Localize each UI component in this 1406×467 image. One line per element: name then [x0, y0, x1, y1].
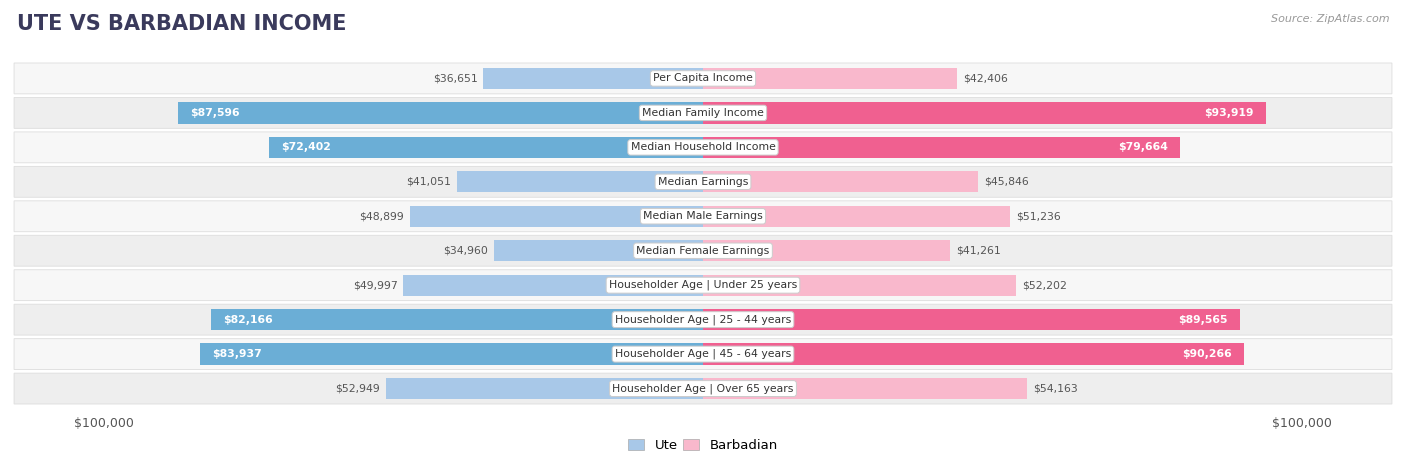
Text: $89,565: $89,565 — [1178, 315, 1227, 325]
Text: $90,266: $90,266 — [1182, 349, 1232, 359]
Bar — [703, 240, 950, 262]
FancyBboxPatch shape — [14, 98, 1392, 128]
Text: Median Male Earnings: Median Male Earnings — [643, 211, 763, 221]
Bar — [703, 137, 1180, 158]
Bar — [703, 171, 977, 192]
Bar — [270, 137, 703, 158]
Bar — [484, 68, 703, 89]
Text: Householder Age | Over 65 years: Householder Age | Over 65 years — [612, 383, 794, 394]
Text: Median Female Earnings: Median Female Earnings — [637, 246, 769, 256]
FancyBboxPatch shape — [14, 339, 1392, 369]
FancyBboxPatch shape — [14, 132, 1392, 163]
Bar — [385, 378, 703, 399]
FancyBboxPatch shape — [14, 373, 1392, 404]
Bar — [211, 309, 703, 330]
Text: $34,960: $34,960 — [443, 246, 488, 256]
Bar — [703, 309, 1240, 330]
Bar — [404, 275, 703, 296]
FancyBboxPatch shape — [14, 304, 1392, 335]
Text: Median Family Income: Median Family Income — [643, 108, 763, 118]
Bar — [457, 171, 703, 192]
Bar — [703, 275, 1015, 296]
Bar — [494, 240, 703, 262]
Bar — [703, 68, 957, 89]
Bar — [703, 378, 1028, 399]
FancyBboxPatch shape — [14, 201, 1392, 232]
Text: Householder Age | Under 25 years: Householder Age | Under 25 years — [609, 280, 797, 290]
Bar — [200, 343, 703, 365]
Text: Per Capita Income: Per Capita Income — [652, 73, 754, 84]
Text: $48,899: $48,899 — [360, 211, 404, 221]
Text: Householder Age | 45 - 64 years: Householder Age | 45 - 64 years — [614, 349, 792, 359]
Text: $52,949: $52,949 — [335, 383, 380, 394]
Bar — [411, 205, 703, 227]
Text: Median Household Income: Median Household Income — [630, 142, 776, 152]
Text: $52,202: $52,202 — [1022, 280, 1067, 290]
Text: $87,596: $87,596 — [190, 108, 240, 118]
Text: Median Earnings: Median Earnings — [658, 177, 748, 187]
Bar — [703, 205, 1010, 227]
Text: $54,163: $54,163 — [1033, 383, 1078, 394]
Text: $82,166: $82,166 — [222, 315, 273, 325]
Text: $41,261: $41,261 — [956, 246, 1001, 256]
Text: Source: ZipAtlas.com: Source: ZipAtlas.com — [1271, 14, 1389, 24]
Text: $83,937: $83,937 — [212, 349, 262, 359]
Text: $79,664: $79,664 — [1118, 142, 1168, 152]
FancyBboxPatch shape — [14, 235, 1392, 266]
Text: $42,406: $42,406 — [963, 73, 1008, 84]
Bar — [703, 102, 1265, 124]
Bar — [703, 343, 1244, 365]
Legend: Ute, Barbadian: Ute, Barbadian — [623, 434, 783, 458]
Bar — [179, 102, 703, 124]
Text: $72,402: $72,402 — [281, 142, 330, 152]
Text: $36,651: $36,651 — [433, 73, 478, 84]
Text: $93,919: $93,919 — [1204, 108, 1254, 118]
Text: $51,236: $51,236 — [1017, 211, 1060, 221]
FancyBboxPatch shape — [14, 166, 1392, 197]
Text: $41,051: $41,051 — [406, 177, 451, 187]
Text: $45,846: $45,846 — [984, 177, 1028, 187]
FancyBboxPatch shape — [14, 270, 1392, 301]
Text: UTE VS BARBADIAN INCOME: UTE VS BARBADIAN INCOME — [17, 14, 346, 34]
Text: $49,997: $49,997 — [353, 280, 398, 290]
FancyBboxPatch shape — [14, 63, 1392, 94]
Text: Householder Age | 25 - 44 years: Householder Age | 25 - 44 years — [614, 314, 792, 325]
